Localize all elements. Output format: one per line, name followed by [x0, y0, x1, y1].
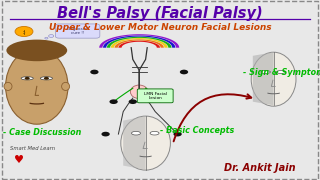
FancyBboxPatch shape: [55, 24, 100, 38]
FancyArrowPatch shape: [174, 94, 251, 141]
Text: Diagnosed
cure !!: Diagnosed cure !!: [67, 27, 88, 35]
Circle shape: [90, 70, 99, 74]
Circle shape: [173, 132, 182, 136]
Circle shape: [49, 35, 54, 37]
Ellipse shape: [21, 77, 33, 80]
Circle shape: [25, 77, 30, 80]
Ellipse shape: [6, 49, 68, 124]
Polygon shape: [123, 116, 146, 170]
Text: Upper & Lower Motor Neuron Facial Lesions: Upper & Lower Motor Neuron Facial Lesion…: [49, 22, 271, 32]
Circle shape: [44, 77, 49, 80]
Polygon shape: [111, 38, 168, 48]
Text: :): :): [22, 30, 26, 35]
Text: Smart Med Learn: Smart Med Learn: [10, 146, 55, 151]
Ellipse shape: [121, 116, 171, 170]
Ellipse shape: [6, 40, 67, 61]
Polygon shape: [253, 52, 274, 105]
Text: LMN Facial
Lesion: LMN Facial Lesion: [144, 92, 167, 100]
Ellipse shape: [61, 82, 70, 90]
Text: - Sign & Symptoms: - Sign & Symptoms: [243, 68, 320, 77]
Polygon shape: [103, 35, 175, 48]
Circle shape: [180, 70, 188, 74]
Text: Dr. Ankit Jain: Dr. Ankit Jain: [224, 163, 296, 173]
Text: - Basic Concepts: - Basic Concepts: [160, 126, 234, 135]
Text: ♥: ♥: [13, 155, 24, 165]
Circle shape: [45, 37, 48, 39]
Polygon shape: [99, 34, 179, 48]
Ellipse shape: [251, 52, 296, 106]
Text: - Case Discussion: - Case Discussion: [3, 128, 82, 137]
Ellipse shape: [40, 77, 52, 80]
Ellipse shape: [150, 131, 159, 135]
Circle shape: [109, 99, 118, 104]
Ellipse shape: [4, 82, 12, 90]
Polygon shape: [107, 37, 172, 48]
Text: Bell's Palsy (Facial Palsy): Bell's Palsy (Facial Palsy): [57, 6, 263, 21]
FancyBboxPatch shape: [137, 89, 173, 103]
Circle shape: [101, 132, 110, 136]
Circle shape: [15, 26, 33, 37]
Ellipse shape: [132, 131, 140, 135]
Polygon shape: [115, 39, 164, 48]
Polygon shape: [118, 41, 160, 48]
Ellipse shape: [276, 71, 286, 73]
Ellipse shape: [261, 71, 270, 73]
Ellipse shape: [131, 85, 148, 99]
Circle shape: [129, 99, 137, 104]
